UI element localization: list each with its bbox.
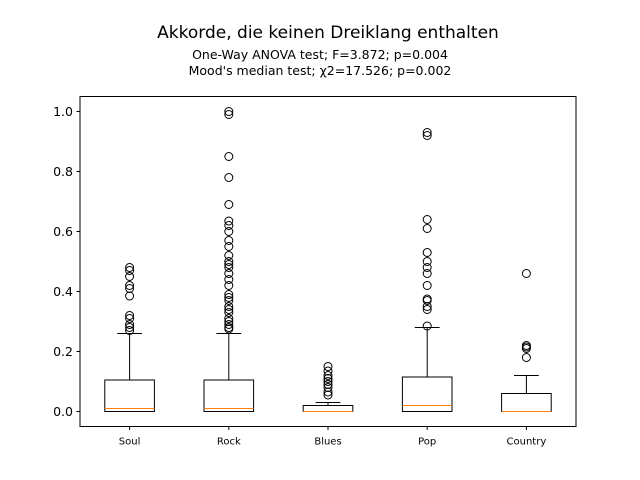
flier-point [224,152,234,161]
flier-point [224,216,234,226]
x-tick-label: Rock [217,437,241,448]
flier-point [125,263,135,272]
y-tick-label: 0.6 [53,224,73,239]
flier-point [224,320,234,329]
flier-point [224,293,234,302]
flier-point [224,275,234,284]
flier-point [125,323,135,332]
plot-content [104,107,552,412]
flier-point [224,110,234,119]
flier-point [422,215,432,224]
y-tick-label: 0.8 [53,164,73,179]
flier-point [224,227,234,236]
flier-point [422,305,432,314]
flier-point [422,248,432,257]
flier-point [224,263,234,272]
flier-point [323,383,333,392]
flier-point [323,371,333,380]
x-tick-label: Soul [119,437,141,448]
flier-point [224,260,234,269]
y-axis: 0.0 0.2 0.4 0.6 0.8 1.0 [53,104,80,419]
flier-point [224,221,234,230]
flier-point [422,321,432,331]
flier-point [323,362,333,371]
flier-point [224,323,234,332]
chart-title: Akkorde, die keinen Dreiklang enthalten [157,23,499,43]
flier-point [422,131,432,140]
flier-point [323,377,333,386]
flier-point [125,284,135,293]
flier-point [224,107,234,116]
flier-point [422,269,432,278]
flier-point [125,291,135,301]
flier-point [224,257,234,266]
y-tick-label: 0.2 [53,344,73,359]
iqr-box [401,376,453,412]
flier-point [125,266,135,275]
flier-point [224,302,234,311]
flier-point [224,305,234,314]
box-group-blues [302,362,354,412]
y-tick-label: 1.0 [53,104,73,119]
flier-point [521,341,531,350]
x-tick-label: Blues [314,437,341,448]
flier-point [521,353,531,362]
flier-point [224,281,234,290]
flier-point [422,294,432,304]
flier-point [224,251,234,260]
flier-point [422,257,432,266]
flier-point [224,269,234,278]
flier-point [323,380,333,389]
flier-point [125,314,135,323]
iqr-box [501,393,552,412]
flier-point [224,173,234,182]
flier-point [224,314,234,323]
flier-point [125,320,135,329]
chart-subtitle-line-1: One-Way ANOVA test; F=3.872; p=0.004 [192,47,448,62]
flier-point [224,308,234,317]
flier-point [224,296,234,305]
iqr-box [302,405,354,412]
y-tick-label: 0.4 [53,284,73,299]
flier-point [422,263,432,272]
flier-point [125,311,135,320]
flier-point [224,317,234,326]
flier-point [224,290,234,299]
flier-point [125,281,135,290]
box-group-rock [203,107,255,412]
iqr-box [104,379,155,412]
flier-point [125,326,135,335]
flier-point [422,128,432,137]
flier-point [125,272,135,281]
box-group-soul [104,263,155,412]
y-tick-label: 0.0 [53,404,73,419]
flier-point [521,269,531,278]
x-axis: Soul Rock Blues Pop Country [119,426,547,448]
flier-point [224,236,234,245]
x-tick-label: Pop [418,437,436,448]
flier-point [422,281,432,290]
box-group-pop [401,128,453,412]
x-tick-label: Country [507,437,547,448]
flier-point [323,366,333,376]
flier-point [224,242,234,251]
iqr-box [203,379,255,412]
box-group-country [501,269,552,412]
chart-subtitle-line-2: Mood's median test; χ2=17.526; p=0.002 [189,63,452,78]
flier-point [224,200,234,209]
flier-point [422,224,432,233]
